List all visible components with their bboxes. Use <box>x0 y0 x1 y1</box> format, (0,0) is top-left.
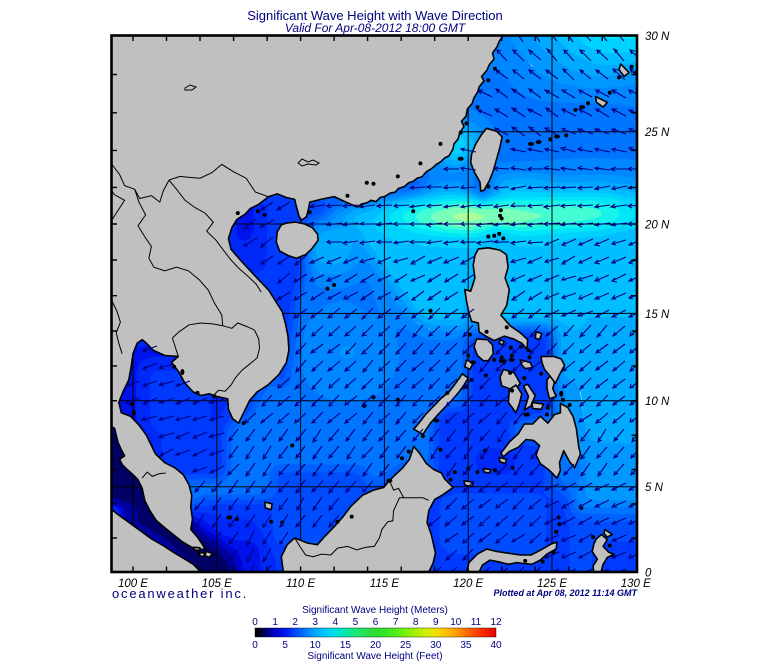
svg-text:11: 11 <box>471 617 482 628</box>
svg-text:40: 40 <box>490 640 502 651</box>
svg-text:10: 10 <box>310 640 322 651</box>
svg-text:110 E: 110 E <box>286 578 316 590</box>
svg-text:10 N: 10 N <box>645 396 670 408</box>
svg-text:12: 12 <box>490 617 502 628</box>
svg-text:1: 1 <box>272 617 278 628</box>
svg-text:25 N: 25 N <box>644 127 670 139</box>
svg-text:25: 25 <box>400 640 412 651</box>
svg-text:15: 15 <box>340 640 352 651</box>
svg-text:30: 30 <box>430 640 442 651</box>
svg-text:Plotted at Apr 08, 2012 11:14: Plotted at Apr 08, 2012 11:14 GMT <box>493 588 638 598</box>
svg-text:oceanweather inc.: oceanweather inc. <box>112 586 248 601</box>
svg-text:15 N: 15 N <box>645 309 670 321</box>
svg-text:5 N: 5 N <box>645 482 664 494</box>
svg-text:2: 2 <box>292 617 298 628</box>
svg-text:Valid For Apr-08-2012 18:00 GM: Valid For Apr-08-2012 18:00 GMT <box>285 21 467 35</box>
svg-text:20: 20 <box>370 640 382 651</box>
svg-text:6: 6 <box>373 617 379 628</box>
svg-text:130 E: 130 E <box>621 578 651 590</box>
svg-text:5: 5 <box>282 640 288 651</box>
svg-text:7: 7 <box>393 617 399 628</box>
svg-text:8: 8 <box>413 617 419 628</box>
svg-text:115 E: 115 E <box>370 578 400 590</box>
svg-text:100 E: 100 E <box>118 578 148 590</box>
svg-text:Significant Wave Height (Feet): Significant Wave Height (Feet) <box>307 651 442 662</box>
svg-text:3: 3 <box>312 617 318 628</box>
svg-text:125 E: 125 E <box>537 578 567 590</box>
svg-text:0: 0 <box>252 617 258 628</box>
svg-text:105 E: 105 E <box>202 578 232 590</box>
svg-text:Significant Wave Height with W: Significant Wave Height with Wave Direct… <box>247 8 503 23</box>
svg-text:20 N: 20 N <box>644 220 670 232</box>
svg-text:9: 9 <box>433 617 439 628</box>
svg-text:30 N: 30 N <box>645 31 670 43</box>
svg-text:0: 0 <box>645 568 652 580</box>
svg-text:5: 5 <box>353 617 359 628</box>
svg-text:35: 35 <box>460 640 472 651</box>
svg-text:10: 10 <box>450 617 462 628</box>
svg-text:120 E: 120 E <box>453 578 483 590</box>
svg-text:0: 0 <box>252 640 258 651</box>
svg-text:Significant Wave Height (Meter: Significant Wave Height (Meters) <box>302 605 448 616</box>
svg-text:4: 4 <box>333 617 339 628</box>
